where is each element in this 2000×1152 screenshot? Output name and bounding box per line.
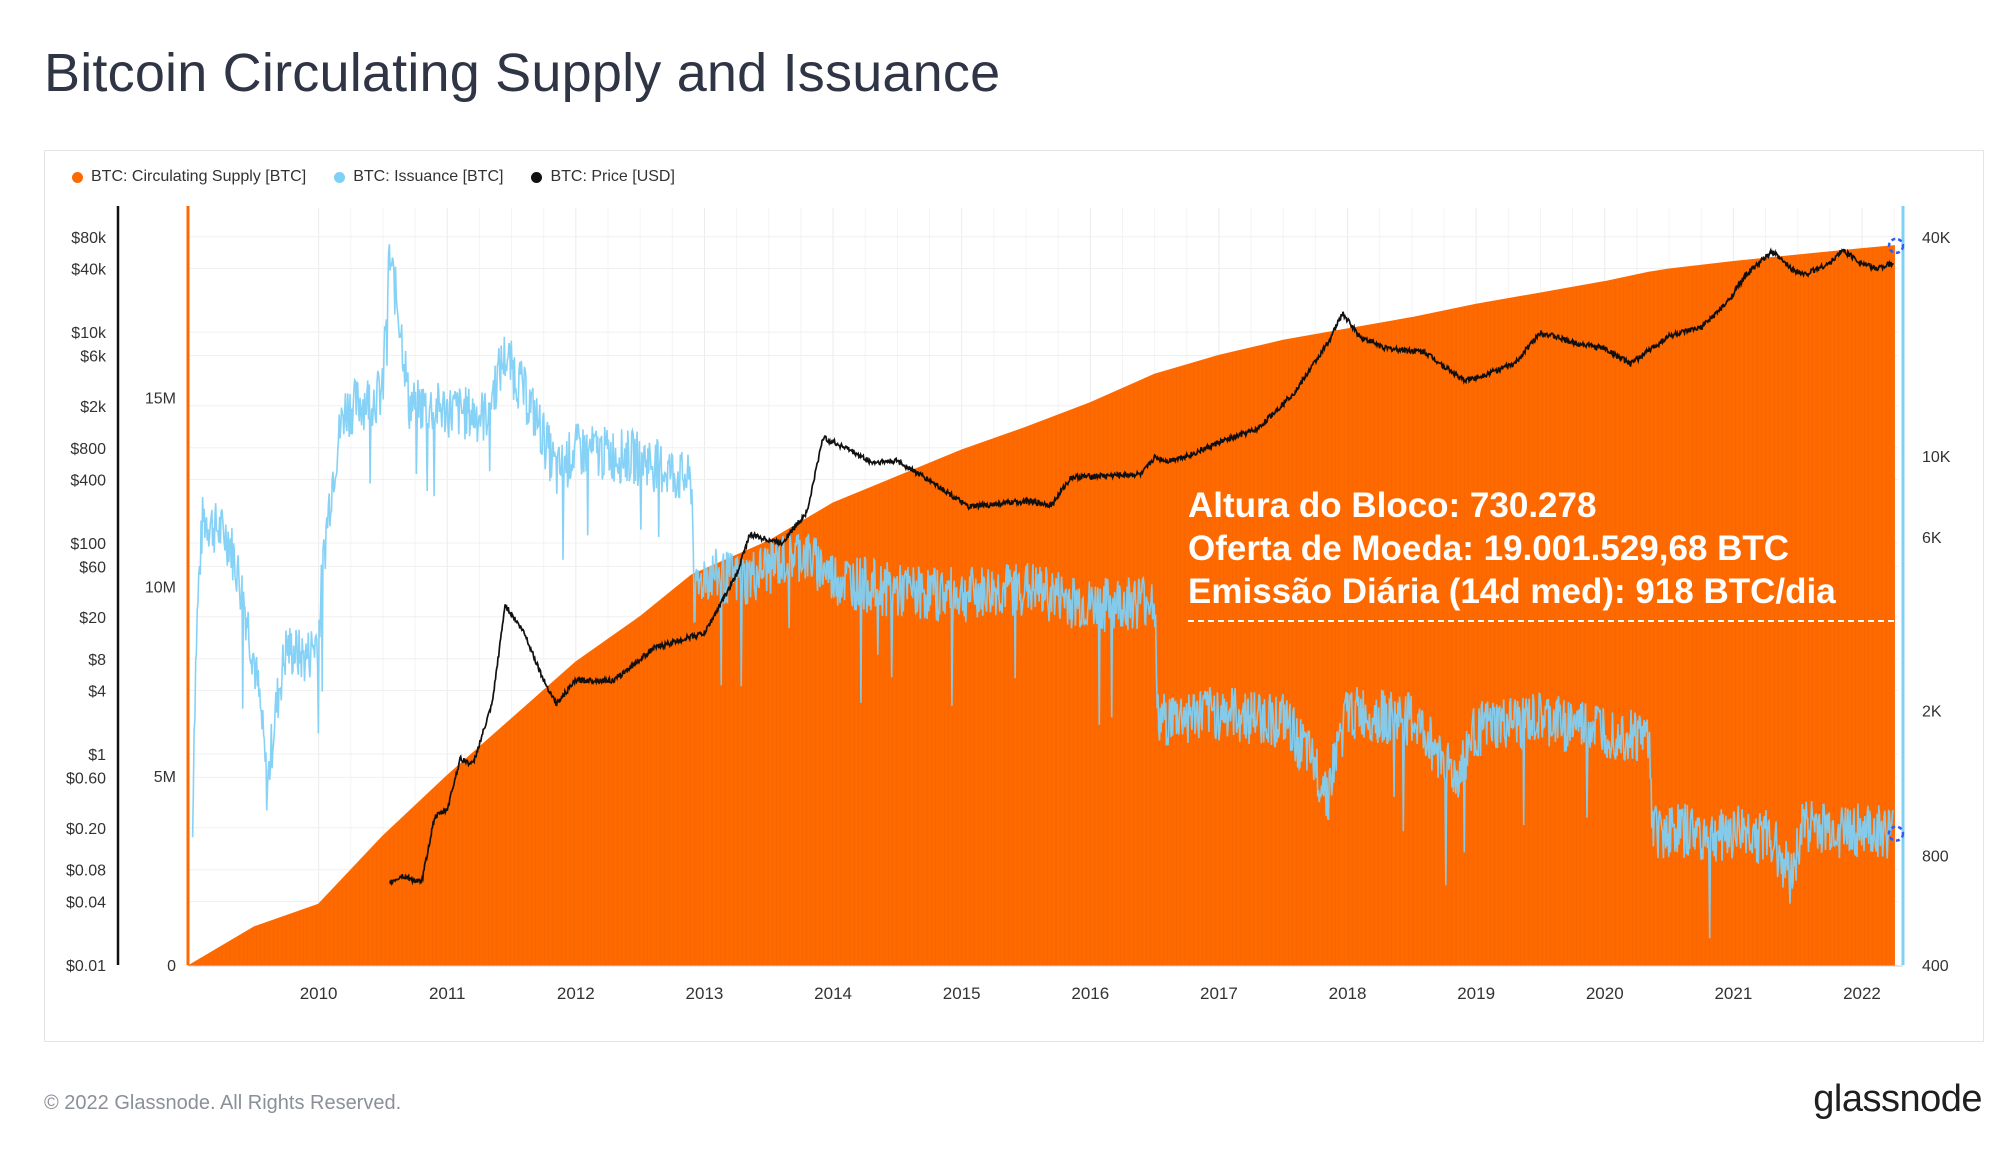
issuance-tick-label: 800 [1922,848,1949,865]
x-tick-label: 2019 [1457,984,1495,1003]
legend: BTC: Circulating Supply [BTC] BTC: Issua… [72,168,675,186]
price-tick-label: $20 [79,610,106,627]
price-tick-label: $6k [80,348,107,365]
ticks: 2010 2011 2012 2013 2014 2015 2016 2017 2018 2019… [66,230,1951,1003]
x-tick-label: 2011 [429,984,466,1003]
issuance-tick-label: 2K [1922,704,1942,721]
price-layer [389,247,1894,887]
price-tick-label: $100 [70,536,106,553]
x-tick-label: 2016 [1071,984,1109,1003]
price-tick-label: $0.08 [66,863,106,880]
legend-item-issuance[interactable]: BTC: Issuance [BTC] [334,168,503,186]
legend-dot-price [531,171,543,183]
issuance-end-marker [1887,825,1905,842]
x-tick-label: 2017 [1200,984,1238,1003]
price-tick-label: $800 [70,441,106,458]
price-tick-label: $0.01 [66,958,106,975]
price-tick-label: $2k [80,399,107,416]
x-tick-label: 2022 [1843,984,1881,1003]
supply-tick-label: 5M [154,769,176,786]
price-tick-label: $40k [71,262,107,279]
annotation-block-height: Altura do Bloco: 730.278 [1188,486,1597,525]
legend-item-price[interactable]: BTC: Price [USD] [531,168,675,186]
price-tick-label: $0.60 [66,770,106,787]
legend-label-price: BTC: Price [USD] [550,168,675,185]
price-tick-label: $0.04 [66,894,106,911]
annotation-dashed-line [1188,620,1894,622]
supply-end-marker [1887,237,1905,255]
issuance-tick-label: 10K [1922,449,1951,466]
annotation-issuance: Emissão Diária (14d med): 918 BTC/dia [1188,572,1836,611]
supply-tick-label: 10M [145,580,176,597]
price-tick-label: $80k [71,230,107,247]
price-tick-label: $4 [88,684,106,701]
price-tick-label: $400 [70,473,106,490]
x-tick-label: 2020 [1586,984,1624,1003]
x-tick-label: 2015 [943,984,981,1003]
issuance-layer [191,244,1895,939]
price-tick-label: $8 [88,652,106,669]
copyright-footer: © 2022 Glassnode. All Rights Reserved. [44,1092,402,1114]
axes [116,206,1905,967]
issuance-tick-label: 400 [1922,958,1949,975]
price-line [389,247,1894,887]
issuance-line [191,244,1895,939]
issuance-tick-label: 6K [1922,530,1942,547]
x-tick-label: 2018 [1329,984,1367,1003]
price-tick-label: $60 [79,559,106,576]
annotation-supply: Oferta de Moeda: 19.001.529,68 BTC [1188,529,1790,568]
x-tick-label: 2014 [814,984,852,1003]
supply-tick-label: 0 [167,958,176,975]
annotation: Altura do Bloco: 730.278 Oferta de Moeda… [1188,484,1836,613]
x-tick-label: 2010 [300,984,338,1003]
x-tick-label: 2013 [686,984,724,1003]
legend-label-issuance: BTC: Issuance [BTC] [353,168,504,185]
price-tick-label: $10k [71,325,107,342]
page-title: Bitcoin Circulating Supply and Issuance [44,43,1001,103]
supply-tick-label: 15M [145,390,176,407]
legend-dot-issuance [334,171,346,183]
legend-label-supply: BTC: Circulating Supply [BTC] [91,168,307,185]
price-tick-label: $0.20 [66,821,106,838]
legend-dot-supply [72,171,83,183]
legend-item-supply[interactable]: BTC: Circulating Supply [BTC] [72,168,306,186]
price-tick-label: $1 [88,747,106,764]
x-tick-label: 2012 [557,984,595,1003]
issuance-tick-label: 40K [1922,230,1951,247]
chart-panel [44,150,1984,1042]
x-tick-label: 2021 [1714,984,1752,1003]
glassnode-logo[interactable]: glassnode [1813,1078,1982,1120]
